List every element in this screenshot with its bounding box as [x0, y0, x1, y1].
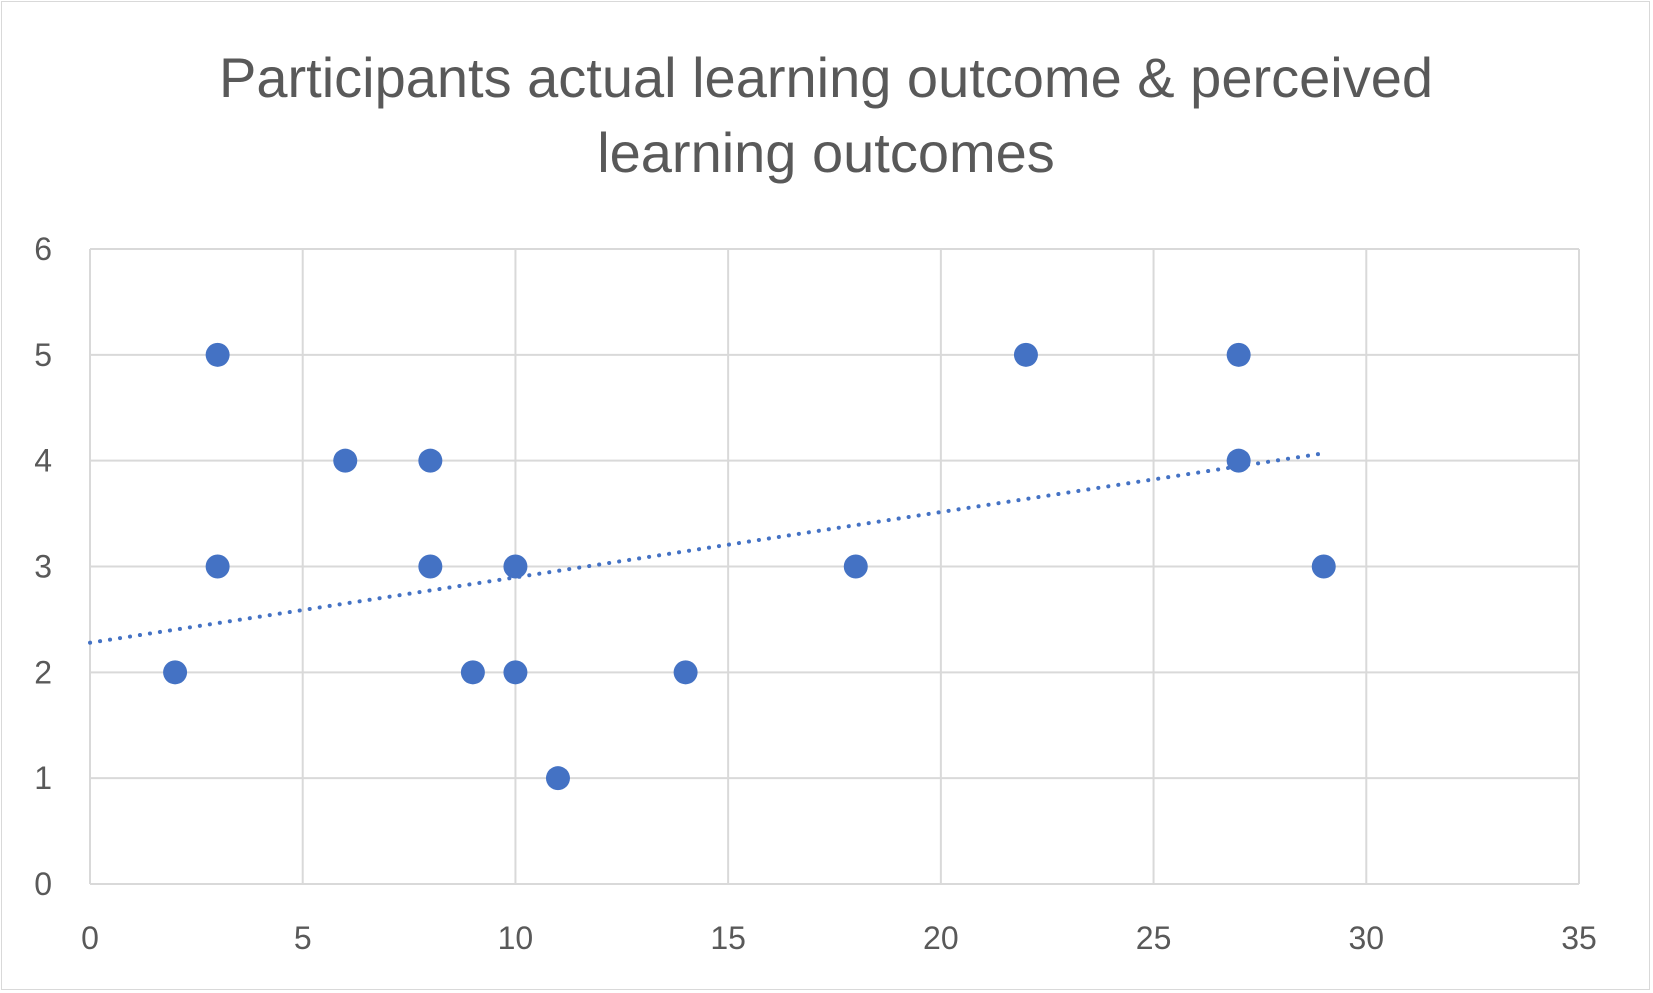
data-point-0-12	[1013, 342, 1038, 367]
tick-labels: 0 1 2 3 4 5 6 0 5 10 15 20 25 30 35	[34, 231, 1597, 956]
trendline	[88, 451, 1326, 645]
y-tick-label-3: 3	[34, 549, 52, 585]
data-point-0-8	[503, 660, 528, 685]
gridlines	[90, 248, 1580, 884]
data-points	[163, 342, 1336, 791]
data-point-0-3	[333, 448, 358, 473]
x-tick-label-25: 25	[1136, 920, 1172, 956]
data-point-0-14	[1226, 448, 1251, 473]
y-tick-label-5: 5	[34, 337, 52, 373]
x-tick-label-35: 35	[1561, 920, 1597, 956]
chart-title-line-1: Participants actual learning outcome & p…	[219, 46, 1433, 109]
data-point-0-15	[1311, 554, 1336, 579]
chart-title-line-2: learning outcomes	[597, 121, 1055, 184]
trendline-group	[88, 451, 1326, 645]
data-point-0-2	[205, 554, 230, 579]
data-point-0-0	[163, 660, 188, 685]
data-point-0-4	[418, 448, 443, 473]
y-tick-label-2: 2	[34, 654, 52, 690]
data-point-0-10	[673, 660, 698, 685]
x-tick-label-5: 5	[294, 920, 312, 956]
x-tick-label-10: 10	[498, 920, 534, 956]
axes	[89, 249, 1579, 885]
data-point-0-11	[843, 554, 868, 579]
y-tick-label-6: 6	[34, 231, 52, 267]
data-point-0-13	[1226, 342, 1251, 367]
y-tick-label-4: 4	[34, 443, 52, 479]
data-point-0-9	[545, 766, 570, 791]
data-point-0-1	[205, 342, 230, 367]
y-tick-label-1: 1	[34, 760, 52, 796]
data-point-0-5	[418, 554, 443, 579]
x-tick-label-30: 30	[1348, 920, 1384, 956]
x-tick-label-15: 15	[710, 920, 746, 956]
x-tick-label-20: 20	[923, 920, 959, 956]
y-tick-label-0: 0	[34, 866, 52, 902]
data-point-0-6	[460, 660, 485, 685]
data-point-0-7	[503, 554, 528, 579]
x-tick-label-0: 0	[81, 920, 99, 956]
